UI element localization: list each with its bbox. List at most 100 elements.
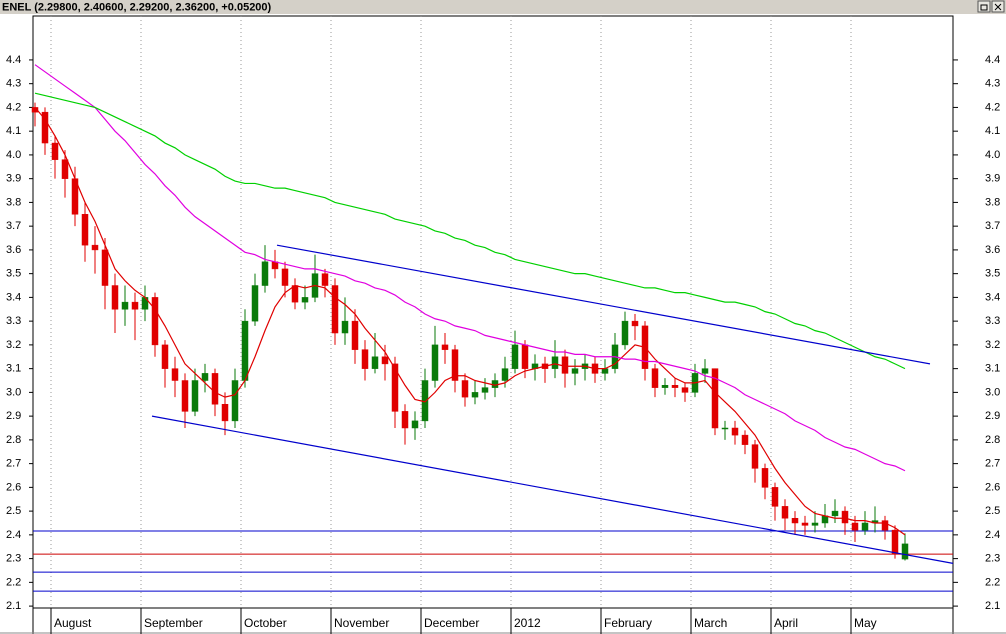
candle-body <box>391 363 399 412</box>
candle-body <box>811 522 819 526</box>
window-title: ENEL (2.29800, 2.40600, 2.29200, 2.36200… <box>2 1 272 13</box>
y-tick-label-right: 2.6 <box>985 481 1000 493</box>
candle-body <box>211 373 219 405</box>
candle-body <box>801 522 809 526</box>
moving-average-line <box>34 107 906 536</box>
candle-body <box>881 520 889 531</box>
y-tick-label-left: 2.7 <box>6 458 21 470</box>
y-tick-label-right: 4.1 <box>985 125 1000 137</box>
candle-body <box>111 285 119 310</box>
y-tick-label-right: 2.5 <box>985 505 1000 517</box>
y-tick-label-right: 4.0 <box>985 149 1000 161</box>
candle-body <box>351 320 359 350</box>
candle-body <box>381 356 389 365</box>
y-tick-label-left: 3.0 <box>6 386 21 398</box>
y-tick-label-left: 3.3 <box>6 315 21 327</box>
candle-body <box>711 368 719 429</box>
y-tick-label-left: 3.7 <box>6 220 21 232</box>
candle-body <box>521 344 529 369</box>
y-tick-label-left: 2.4 <box>6 529 21 541</box>
candle-body <box>181 380 189 412</box>
y-tick-label-right: 2.9 <box>985 410 1000 422</box>
candle-body <box>231 380 239 422</box>
candle-body <box>851 522 859 531</box>
candle-body <box>751 444 759 469</box>
restore-button[interactable] <box>977 0 991 13</box>
candle-body <box>431 344 439 381</box>
candle-body <box>891 529 899 555</box>
y-tick-label-left: 4.0 <box>6 149 21 161</box>
candle-body <box>281 268 289 286</box>
candle-body <box>761 468 769 488</box>
y-tick-label-left: 4.1 <box>6 125 21 137</box>
y-tick-label-right: 2.1 <box>985 600 1000 612</box>
candle-body <box>901 543 909 560</box>
candle-body <box>551 356 559 369</box>
restore-icon <box>980 4 988 11</box>
moving-average-line <box>34 64 906 472</box>
x-tick-label: February <box>604 616 652 630</box>
candle-body <box>861 522 869 531</box>
candle-body <box>61 159 69 179</box>
x-tick-label: November <box>334 616 389 630</box>
candle-body <box>321 273 329 286</box>
candle-body <box>461 380 469 398</box>
candle-body <box>171 368 179 381</box>
y-tick-label-left: 3.2 <box>6 339 21 351</box>
y-tick-label-right: 3.2 <box>985 339 1000 351</box>
candle-body <box>841 510 849 524</box>
y-tick-label-left: 4.2 <box>6 101 21 113</box>
candle-body <box>571 368 579 374</box>
y-tick-label-right: 2.8 <box>985 434 1000 446</box>
y-tick-label-left: 4.4 <box>6 54 21 66</box>
y-tick-label-left: 4.3 <box>6 78 21 90</box>
y-tick-label-right: 3.6 <box>985 244 1000 256</box>
candle-body <box>101 249 109 286</box>
y-tick-label-left: 2.6 <box>6 481 21 493</box>
candle-body <box>451 349 459 381</box>
y-tick-label-right: 3.8 <box>985 196 1000 208</box>
x-tick-label: May <box>854 616 877 630</box>
candle-body <box>411 420 419 429</box>
candle-body <box>471 392 479 398</box>
y-tick-label-right: 3.3 <box>985 315 1000 327</box>
candle-body <box>511 344 519 369</box>
y-tick-label-left: 3.1 <box>6 363 21 375</box>
candle-body <box>781 506 789 519</box>
candle-body <box>401 411 409 429</box>
candle-body <box>731 427 739 436</box>
candle-body <box>651 368 659 388</box>
candle-body <box>701 368 709 374</box>
y-tick-label-left: 2.9 <box>6 410 21 422</box>
candle-body <box>721 427 729 430</box>
x-tick-label: September <box>144 616 203 630</box>
y-tick-label-right: 3.4 <box>985 291 1000 303</box>
candle-body <box>161 344 169 369</box>
moving-average-line <box>34 92 906 370</box>
candle-body <box>251 285 259 322</box>
candle-body <box>151 297 159 346</box>
y-tick-label-right: 2.3 <box>985 553 1000 565</box>
candle-body <box>621 320 629 346</box>
x-tick-label: December <box>424 616 479 630</box>
y-tick-label-right: 3.9 <box>985 173 1000 185</box>
candle-body <box>631 320 639 327</box>
candle-body <box>291 285 299 303</box>
y-tick-label-left: 2.2 <box>6 576 21 588</box>
candle-body <box>371 356 379 369</box>
title-bar <box>0 0 1006 14</box>
candle-body <box>831 510 839 517</box>
trend-line <box>151 415 954 564</box>
close-icon <box>994 3 1002 11</box>
y-tick-label-left: 3.4 <box>6 291 21 303</box>
x-tick-label: August <box>54 616 92 630</box>
candle-body <box>361 349 369 369</box>
candle-body <box>91 244 99 251</box>
y-tick-label-left: 3.8 <box>6 196 21 208</box>
y-tick-label-right: 2.4 <box>985 529 1000 541</box>
x-tick-label: April <box>774 616 798 630</box>
x-tick-label: March <box>694 616 727 630</box>
y-tick-label-right: 3.7 <box>985 220 1000 232</box>
